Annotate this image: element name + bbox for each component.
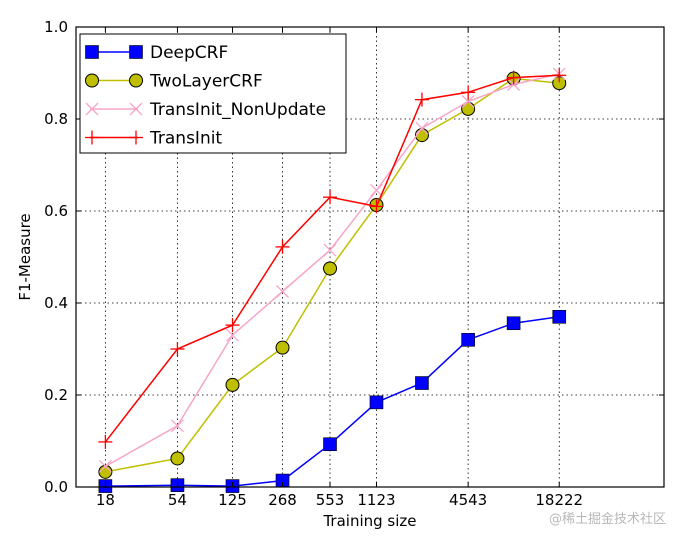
legend-marker bbox=[85, 102, 99, 116]
data-point-twolayercrf bbox=[275, 340, 290, 355]
legend-marker bbox=[129, 130, 143, 145]
data-point-deepcrf bbox=[415, 376, 429, 390]
legend-marker bbox=[129, 102, 143, 116]
data-point-twolayercrf bbox=[323, 261, 338, 276]
axis-ticks: 18 54 125 268 553 1123 4543 18222 0.0 0.2 0.4 0.6 0.… bbox=[44, 18, 664, 509]
y-tick-label: 0.0 bbox=[44, 478, 68, 496]
y-tick-label: 1.0 bbox=[44, 18, 68, 36]
data-point-transinit-nonupdate bbox=[98, 459, 112, 473]
data-point-transinit-nonupdate bbox=[415, 121, 429, 135]
data-point-twolayercrf bbox=[98, 464, 113, 479]
data-point-transinit-nonupdate bbox=[226, 328, 239, 342]
legend-marker bbox=[129, 45, 143, 59]
legend-box bbox=[79, 33, 347, 154]
data-point-twolayercrf bbox=[170, 451, 185, 466]
legend-label: DeepCRF bbox=[150, 43, 228, 63]
x-tick-label: 54 bbox=[168, 491, 187, 509]
y-tick-label: 0.2 bbox=[44, 386, 68, 404]
legend-marker bbox=[85, 73, 99, 88]
data-point-transinit bbox=[369, 199, 384, 214]
data-point-transinit bbox=[461, 85, 476, 100]
series-layer bbox=[98, 67, 567, 493]
series-deepcrf bbox=[98, 309, 567, 493]
y-axis-label: F1-Measure bbox=[16, 213, 34, 300]
data-point-transinit bbox=[506, 70, 521, 85]
data-point-transinit-nonupdate bbox=[323, 243, 337, 257]
data-point-transinit bbox=[170, 342, 185, 356]
data-point-deepcrf bbox=[369, 395, 384, 410]
data-point-transinit-nonupdate bbox=[370, 183, 383, 197]
data-point-deepcrf bbox=[506, 316, 521, 331]
legend-item-transinit: TransInit bbox=[85, 129, 222, 149]
data-point-deepcrf bbox=[552, 309, 567, 324]
data-point-transinit bbox=[225, 318, 240, 333]
watermark: @稀土掘金技术社区 bbox=[548, 512, 666, 527]
series-line-transinit-nonupdate bbox=[105, 73, 560, 467]
x-tick-label: 125 bbox=[218, 491, 247, 509]
legend-marker bbox=[85, 45, 99, 59]
data-point-transinit bbox=[275, 239, 290, 254]
x-tick-label: 4543 bbox=[449, 491, 487, 509]
y-tick-label: 0.8 bbox=[44, 110, 68, 128]
data-point-transinit bbox=[323, 190, 338, 205]
data-point-twolayercrf bbox=[225, 377, 240, 392]
legend-label: TwoLayerCRF bbox=[149, 72, 263, 92]
y-tick-label: 0.4 bbox=[44, 294, 68, 312]
data-point-transinit bbox=[552, 68, 567, 83]
x-tick-label: 18 bbox=[96, 491, 115, 509]
x-tick-label: 553 bbox=[316, 491, 345, 509]
x-tick-label: 268 bbox=[268, 491, 297, 509]
data-point-transinit bbox=[414, 92, 429, 107]
data-point-transinit-nonupdate bbox=[276, 285, 289, 298]
series-line-deepcrf bbox=[105, 316, 560, 487]
legend-item-twolayercrf: TwoLayerCRF bbox=[85, 72, 263, 92]
x-axis-label: Training size bbox=[322, 512, 416, 530]
x-tick-label: 1123 bbox=[357, 491, 395, 509]
data-point-transinit-nonupdate bbox=[461, 95, 475, 108]
legend-item-deepcrf: DeepCRF bbox=[85, 43, 228, 63]
y-tick-label: 0.6 bbox=[44, 202, 68, 220]
plot-frame bbox=[75, 26, 665, 488]
data-point-deepcrf bbox=[461, 332, 475, 347]
data-point-deepcrf bbox=[323, 437, 337, 452]
legend-item-transinit-nonupdate: TransInit_NonUpdate bbox=[85, 100, 326, 120]
data-point-transinit bbox=[98, 434, 113, 449]
legend: DeepCRF TwoLayerCRF TransInit_NonUpdate Tra… bbox=[79, 33, 347, 154]
series-transinit bbox=[98, 68, 567, 449]
x-tick-label: 18222 bbox=[535, 491, 583, 509]
legend-marker bbox=[85, 130, 99, 145]
series-line-transinit bbox=[104, 74, 560, 443]
legend-label: TransInit_NonUpdate bbox=[149, 100, 326, 120]
data-point-transinit-nonupdate bbox=[170, 419, 184, 433]
legend-label: TransInit bbox=[149, 129, 222, 149]
legend-marker bbox=[129, 73, 143, 88]
